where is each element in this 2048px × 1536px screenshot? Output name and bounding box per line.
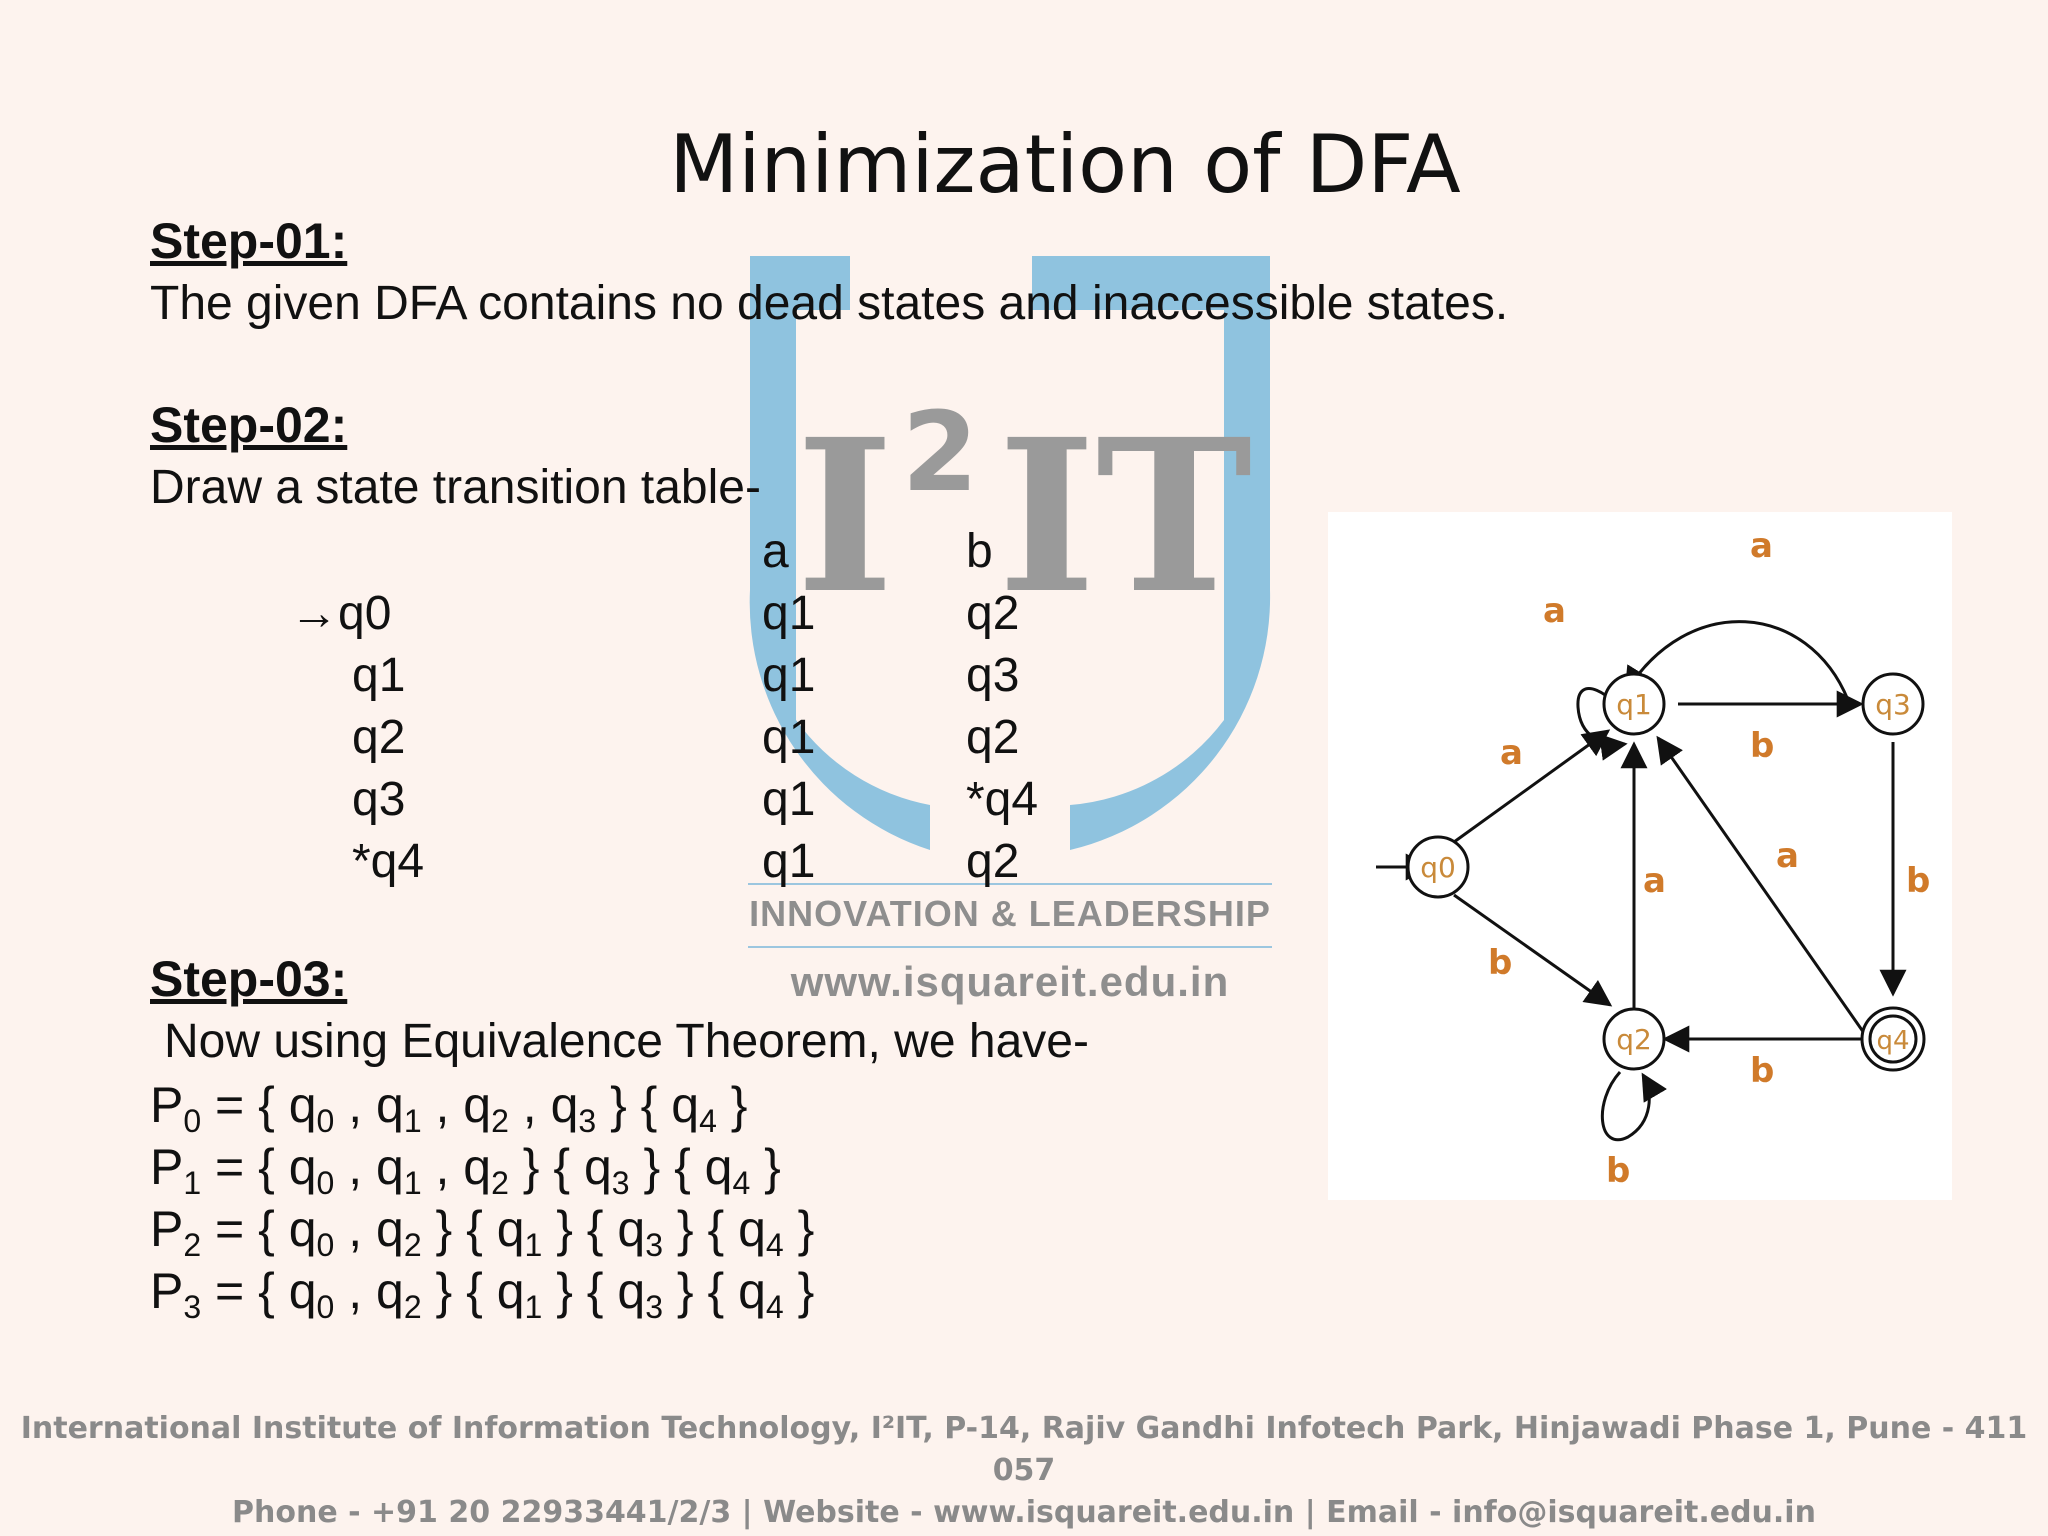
table-header-a: a — [762, 525, 789, 578]
partition-line: P1 = { q0 , q1 , q2 } { q3 } { q4 } — [150, 1139, 781, 1201]
edge-label-q2-q1: a — [1643, 861, 1666, 901]
table-row-state: q2 — [352, 711, 406, 764]
dfa-diagram: q0 q1 q3 q2 q4 a a a b a a b b b b — [1328, 512, 1952, 1200]
footer-contact: Phone - +91 20 22933441/2/3 | Website - … — [232, 1495, 1816, 1530]
state-q3-node: q3 — [1861, 672, 1925, 736]
edge-q2-self — [1600, 1070, 1667, 1141]
state-q3-label: q3 — [1875, 688, 1911, 721]
table-row-state: q1 — [352, 649, 406, 702]
edge-label-q1-self: a — [1543, 591, 1566, 631]
shield-left-shape — [749, 256, 930, 850]
table-row-a: q1 — [762, 711, 816, 764]
edge-label-q1-q3: b — [1750, 726, 1774, 766]
table-row-state: →q0 — [290, 587, 392, 640]
table-row-state: q3 — [352, 773, 406, 826]
step-03-text: Now using Equivalence Theorem, we have- — [164, 1015, 1089, 1068]
table-row-a: q1 — [762, 587, 816, 640]
i2it-watermark-logo: I 2 IT — [749, 256, 1271, 850]
table-row-b: q2 — [966, 835, 1020, 888]
edge-label-q4-q1: a — [1776, 836, 1799, 876]
edge-q0-q1 — [1453, 729, 1611, 844]
step-01-text: The given DFA contains no dead states an… — [150, 277, 1509, 330]
step-03-heading: Step-03: — [150, 951, 348, 1007]
slide-footer: International Institute of Information T… — [0, 1408, 2048, 1534]
edge-label-q4-q2: b — [1750, 1051, 1774, 1091]
table-row-a: q1 — [762, 649, 816, 702]
edge-label-q0-q1: a — [1500, 733, 1523, 773]
state-q2-node: q2 — [1602, 1007, 1666, 1071]
table-row-a: q1 — [762, 835, 816, 888]
watermark-divider-bottom — [748, 946, 1272, 948]
state-q4-final-node: q4 — [1860, 1006, 1926, 1072]
table-row-b: q2 — [966, 587, 1020, 640]
state-q0-node: q0 — [1406, 835, 1470, 899]
table-row-b: q3 — [966, 649, 1020, 702]
state-q1-node: q1 — [1602, 672, 1666, 736]
state-q0-label: q0 — [1420, 851, 1456, 884]
logo-letters-it: IT — [998, 393, 1253, 640]
state-q1-label: q1 — [1616, 688, 1652, 721]
edge-q3-q1 — [1624, 620, 1850, 701]
partition-line: P3 = { q0 , q2 } { q1 } { q3 } { q4 } — [150, 1263, 815, 1325]
edge-label-q0-q2: b — [1488, 943, 1512, 983]
table-row-b: *q4 — [966, 773, 1039, 826]
logo-letter-i: I — [796, 393, 894, 640]
shield-right-shape — [1032, 256, 1271, 850]
step-02-heading: Step-02: — [150, 397, 348, 453]
state-q4-label: q4 — [1876, 1026, 1909, 1056]
state-q2-label: q2 — [1616, 1023, 1652, 1056]
logo-superscript-2: 2 — [902, 388, 979, 516]
table-header-b: b — [966, 525, 993, 578]
footer-address: International Institute of Information T… — [20, 1411, 2028, 1488]
edge-q4-q1 — [1656, 735, 1866, 1034]
step-01-heading: Step-01: — [150, 213, 348, 269]
watermark-divider-top — [748, 883, 1272, 885]
edge-label-q3-q4: b — [1906, 861, 1930, 901]
partition-line: P0 = { q0 , q1 , q2 , q3 } { q4 } — [150, 1077, 748, 1139]
slide-title: Minimization of DFA — [669, 118, 1461, 211]
partition-line: P2 = { q0 , q2 } { q1 } { q3 } { q4 } — [150, 1201, 815, 1263]
edge-label-q2-self: b — [1606, 1151, 1630, 1191]
edge-label-q3-q1: a — [1750, 526, 1773, 566]
watermark-url: www.isquareit.edu.in — [790, 958, 1230, 1005]
table-row-b: q2 — [966, 711, 1020, 764]
table-row-a: q1 — [762, 773, 816, 826]
table-row-state: *q4 — [352, 835, 425, 888]
edge-q0-q2 — [1453, 893, 1613, 1007]
watermark-tagline: INNOVATION & LEADERSHIP — [749, 893, 1271, 934]
step-02-text: Draw a state transition table- — [150, 461, 761, 514]
